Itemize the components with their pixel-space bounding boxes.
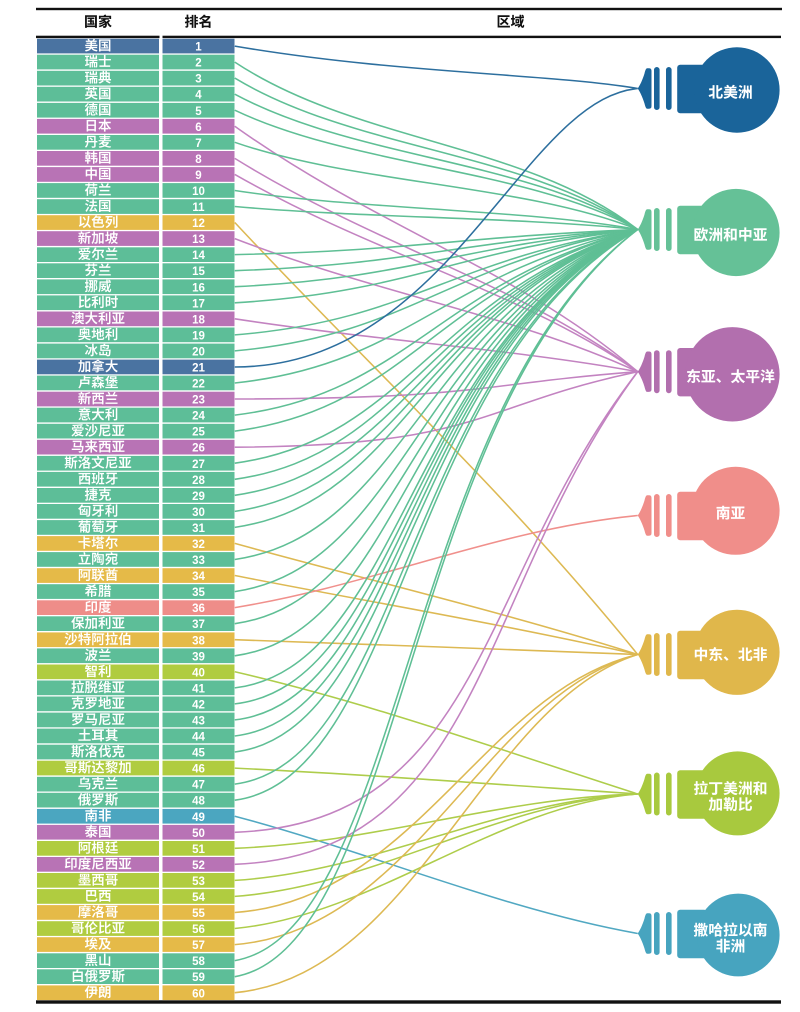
svg-text:6: 6 (195, 122, 201, 134)
svg-text:31: 31 (192, 523, 205, 535)
svg-text:56: 56 (192, 924, 205, 936)
svg-text:27: 27 (192, 459, 205, 471)
svg-text:24: 24 (192, 411, 205, 423)
svg-text:59: 59 (192, 972, 205, 984)
svg-text:48: 48 (192, 796, 205, 808)
svg-text:15: 15 (192, 266, 205, 278)
svg-text:9: 9 (195, 170, 201, 182)
svg-text:2: 2 (195, 58, 201, 70)
svg-text:54: 54 (192, 892, 205, 904)
svg-text:17: 17 (192, 298, 205, 310)
svg-text:5: 5 (195, 106, 202, 118)
svg-text:49: 49 (192, 812, 205, 824)
svg-text:4: 4 (195, 90, 202, 102)
svg-text:8: 8 (195, 154, 202, 166)
svg-text:51: 51 (192, 844, 205, 856)
svg-text:22: 22 (192, 379, 205, 391)
svg-text:52: 52 (192, 860, 205, 872)
svg-text:38: 38 (192, 635, 205, 647)
svg-text:20: 20 (192, 347, 205, 359)
svg-text:19: 19 (192, 330, 205, 342)
svg-text:1: 1 (195, 42, 202, 54)
svg-text:12: 12 (192, 218, 205, 230)
svg-text:40: 40 (192, 667, 205, 679)
svg-text:35: 35 (192, 587, 205, 599)
svg-text:46: 46 (192, 764, 205, 776)
svg-text:18: 18 (192, 314, 205, 326)
svg-text:29: 29 (192, 491, 205, 503)
svg-text:30: 30 (192, 507, 205, 519)
svg-text:55: 55 (192, 908, 205, 920)
svg-text:33: 33 (192, 555, 205, 567)
svg-text:23: 23 (192, 395, 205, 407)
svg-text:47: 47 (192, 780, 205, 792)
svg-text:32: 32 (192, 539, 205, 551)
svg-text:13: 13 (192, 234, 205, 246)
svg-text:53: 53 (192, 876, 205, 888)
svg-text:57: 57 (192, 940, 205, 952)
svg-text:34: 34 (192, 571, 205, 583)
svg-text:42: 42 (192, 699, 205, 711)
svg-text:14: 14 (192, 250, 205, 262)
svg-text:25: 25 (192, 427, 205, 439)
svg-text:41: 41 (192, 683, 205, 695)
svg-text:3: 3 (195, 74, 201, 86)
svg-text:39: 39 (192, 651, 205, 663)
svg-text:60: 60 (192, 988, 205, 1000)
svg-text:36: 36 (192, 603, 205, 615)
svg-text:28: 28 (192, 475, 205, 487)
svg-text:58: 58 (192, 956, 205, 968)
svg-text:7: 7 (195, 138, 201, 150)
svg-text:44: 44 (192, 732, 205, 744)
svg-text:11: 11 (192, 202, 205, 214)
svg-text:21: 21 (192, 363, 205, 375)
svg-text:37: 37 (192, 619, 205, 631)
svg-text:43: 43 (192, 716, 205, 728)
svg-text:50: 50 (192, 828, 205, 840)
svg-text:10: 10 (192, 186, 205, 198)
svg-text:16: 16 (192, 282, 205, 294)
svg-text:26: 26 (192, 443, 205, 455)
svg-text:45: 45 (192, 748, 205, 760)
